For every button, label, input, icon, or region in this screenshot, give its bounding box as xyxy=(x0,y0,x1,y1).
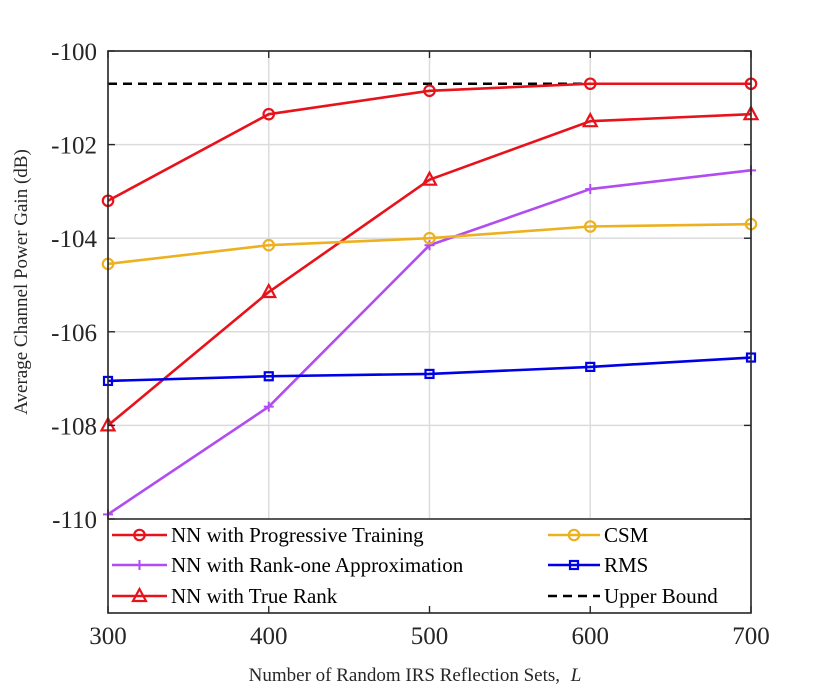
data-point xyxy=(583,77,597,91)
legend-entry: CSM xyxy=(548,523,649,547)
legend-swatch-marker xyxy=(134,560,145,570)
legend-label: RMS xyxy=(604,553,648,577)
series-csm xyxy=(101,217,758,271)
legend-swatch-marker xyxy=(568,559,580,571)
legend-label: NN with Rank-one Approximation xyxy=(171,553,464,577)
data-point xyxy=(423,84,436,98)
x-tick-label: 300 xyxy=(89,623,127,650)
y-tick-label: -104 xyxy=(51,226,97,253)
series-line xyxy=(107,222,752,266)
y-axis-label: Average Channel Power Gain (dB) xyxy=(11,149,32,415)
legend-entry: NN with Rank-one Approximation xyxy=(112,553,464,577)
data-point xyxy=(421,170,438,186)
series-line xyxy=(107,82,751,202)
legend-entry: Upper Bound xyxy=(548,584,718,608)
legend-swatch-marker xyxy=(567,528,581,542)
legend-label: NN with Progressive Training xyxy=(171,523,424,547)
y-tick-label: -106 xyxy=(51,320,97,347)
y-tick-label: -100 xyxy=(51,39,97,66)
data-point xyxy=(585,184,596,195)
legend-swatch-marker xyxy=(131,586,148,603)
data-point xyxy=(424,368,435,380)
legend-swatch-marker xyxy=(133,528,146,542)
series-layer xyxy=(99,77,760,520)
x-tick-label: 600 xyxy=(572,623,610,650)
axes-layer: 300 400 500 600 700 -100 -102 -104 -106 -108 -110 xyxy=(51,39,770,650)
data-point xyxy=(262,107,276,121)
legend: NN with Progressive Training NN with Rank… xyxy=(108,518,751,608)
data-point xyxy=(424,240,435,251)
x-axis-label-text: Number of Random IRS Reflection Sets, xyxy=(249,665,560,686)
legend-entry: RMS xyxy=(548,553,648,577)
legend-label: NN with True Rank xyxy=(171,584,338,608)
data-point xyxy=(262,238,276,252)
series-nn-with-true-rank xyxy=(99,104,760,432)
x-axis-label-symbol: L xyxy=(570,665,582,686)
x-tick-label: 400 xyxy=(250,623,288,650)
x-tick-label: 500 xyxy=(411,623,449,650)
data-point xyxy=(263,371,274,382)
legend-label: Upper Bound xyxy=(604,584,718,608)
data-point xyxy=(423,231,436,245)
legend-label: CSM xyxy=(604,523,649,547)
y-tick-label: -110 xyxy=(52,507,97,534)
x-axis-label: Number of Random IRS Reflection Sets, L xyxy=(249,665,582,686)
series-line xyxy=(107,356,752,383)
data-point xyxy=(581,111,599,128)
series-line xyxy=(107,112,752,427)
data-point xyxy=(260,282,278,299)
legend-entry: NN with True Rank xyxy=(112,584,338,608)
y-tick-label: -102 xyxy=(51,133,97,160)
legend-entry: NN with Progressive Training xyxy=(112,523,424,547)
y-tick-label: -108 xyxy=(51,413,97,440)
data-point xyxy=(585,361,596,372)
data-point xyxy=(583,220,597,233)
data-point xyxy=(263,401,274,412)
x-tick-label: 700 xyxy=(732,623,770,650)
